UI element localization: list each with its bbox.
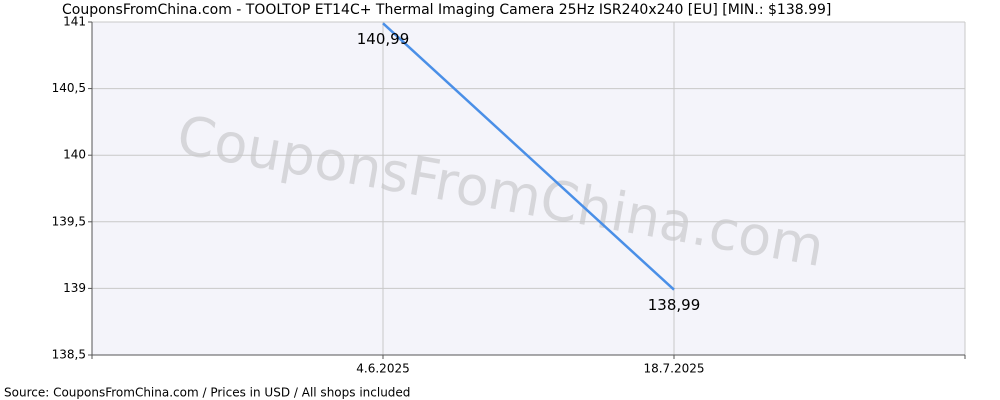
value-label: 138,99: [648, 296, 701, 314]
y-tick-label: 140: [63, 148, 86, 162]
x-tick-label: 18.7.2025: [643, 362, 704, 376]
y-tick-label: 140,5: [52, 81, 86, 95]
value-label: 140,99: [357, 30, 410, 48]
price-line: [382, 22, 675, 291]
chart-title: CouponsFromChina.com - TOOLTOP ET14C+ Th…: [62, 2, 831, 18]
y-tick-label: 139,5: [52, 214, 86, 228]
y-tick-label: 141: [63, 15, 86, 29]
x-tick-label: 4.6.2025: [356, 362, 409, 376]
plot-area: [92, 22, 965, 355]
y-tick-label: 139: [63, 281, 86, 295]
source-note: Source: CouponsFromChina.com / Prices in…: [4, 386, 410, 400]
y-tick-label: 138,5: [52, 348, 86, 362]
